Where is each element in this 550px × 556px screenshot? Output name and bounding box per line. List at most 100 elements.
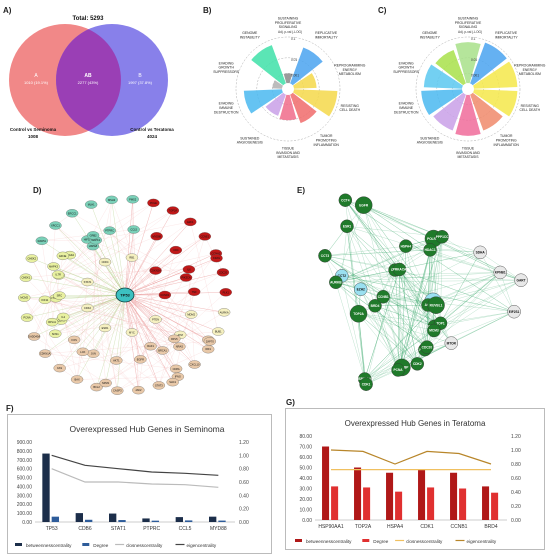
network-e-node[interactable]: CDC20 [420,340,434,354]
network-d-node[interactable]: IL2 [57,312,70,322]
network-d-node[interactable]: CDK2 [81,303,94,313]
network-e-node[interactable]: CCT3 [318,249,332,263]
network-d-node[interactable]: EIF4E [56,251,69,260]
network-e-node[interactable]: TOP2A [349,305,368,323]
network-e-edge [360,289,418,364]
network-d-node[interactable]: MDM2 [185,310,198,319]
network-d-node[interactable]: SRC [53,291,66,300]
network-d-node[interactable]: IL6 [182,265,196,274]
network-d-node[interactable]: BUB1 [212,327,225,336]
network-d-node[interactable]: RB1 [125,253,139,262]
network-d-node[interactable]: PTPRC [103,226,116,235]
network-e-node[interactable]: MTOR [444,336,458,350]
network-e-node[interactable]: PRKACA [393,262,407,277]
network-d-node[interactable]: MSH2 [105,195,118,204]
network-d-node[interactable]: JUN [87,349,100,358]
network-d-node[interactable]: CDC20 [216,268,230,277]
network-e-node[interactable]: CDK2 [410,357,425,371]
network-d-node[interactable]: AKT1 [110,356,123,365]
network-e-node[interactable]: AURKB [329,275,343,289]
network-d-node[interactable]: MYD88 [150,232,163,241]
network-d-node[interactable]: POLE [147,198,160,208]
network-d-node[interactable]: LCK [76,347,89,356]
network-d-node[interactable]: FOS [68,335,81,345]
network-d-node[interactable]: ERCC1 [65,209,79,218]
network-e-node[interactable]: EZH2 [354,282,368,296]
network-d-node[interactable]: BAX [70,375,84,384]
network-d-node[interactable]: IL7R [52,270,65,279]
network-d-node[interactable]: PCNA [20,313,34,322]
network-d-node[interactable]: FAS [53,363,66,373]
network-d-node[interactable]: CCNE1 [198,232,211,241]
network-d-node[interactable]: EGFR [134,355,147,364]
network-d-node[interactable]: PLK1 [219,288,232,297]
svg-text:CCT3: CCT3 [321,254,330,258]
network-d-node[interactable]: RAD51 [35,236,48,245]
network-d-node[interactable]: CDKN2A [149,266,162,275]
network-d-node[interactable]: ESR1 [98,323,112,333]
network-e-node[interactable]: PCNA [391,363,405,377]
network-d-node[interactable]: RPL11 [45,318,59,327]
network-e-node[interactable]: RUVBL1 [427,296,445,314]
network-d-node[interactable]: IRF1 [202,345,215,354]
network-d-node[interactable]: E2F1 [184,217,197,227]
network-d-node[interactable]: BRCA1 [156,346,169,355]
network-d-node[interactable]: MCM2 [18,293,31,302]
network-d-node[interactable]: PMS2 [126,195,139,204]
network-d-node[interactable]: CD8A [169,364,183,373]
network-d-node[interactable]: CDK4 [98,257,112,267]
network-d-node[interactable]: CD4 [169,245,182,255]
network-d-node[interactable]: BCL2 [90,382,103,392]
network-d-node[interactable]: GADD45A [27,332,40,341]
network-e-node[interactable]: BRD4 [368,299,382,313]
network-d-node[interactable]: CCND1 [158,290,172,300]
network-e-node[interactable]: HSPA4 [399,239,413,253]
network-d-node[interactable]: CHEK2 [25,254,38,263]
network-e-node[interactable]: CCNB1 [376,289,390,304]
network-e-node[interactable]: EGFR [355,196,373,214]
network-d-node[interactable]: MLH1 [84,200,98,209]
svg-text:JUN: JUN [91,352,96,356]
network-d-node[interactable]: STAT1 [81,277,94,287]
network-e-node[interactable]: KPNB1 [493,265,507,280]
network-d-node[interactable]: GRB2 [86,231,100,240]
svg-text:TP53: TP53 [120,293,130,298]
network-d-node[interactable]: MYC [125,328,139,337]
network-d-node[interactable]: JAK2 [132,386,145,395]
network-d-node[interactable]: STAT3 [152,381,166,390]
network-d-edge [87,281,195,365]
network-d-node[interactable]: CHEK1 [19,273,32,282]
chart-f-bar [85,519,93,522]
network-d-hub-node[interactable]: TP53 [115,287,135,303]
network-d-node[interactable]: PTEN [149,315,162,324]
network-d-node[interactable]: CXCL10 [188,360,201,369]
network-e-node[interactable]: HDAC1 [423,243,437,257]
network-d-node[interactable]: RAF1 [144,342,157,351]
network-e-node[interactable]: CCT4 [338,193,353,207]
network-d-node[interactable]: XRCC1 [49,221,62,230]
network-d-node[interactable]: MAPK3 [47,262,60,271]
network-d-node[interactable]: CCL5 [127,225,140,234]
network-e-node[interactable]: EIF2S1 [507,304,521,319]
network-e-node[interactable]: ESR1 [340,219,354,233]
network-e-node[interactable]: PPP1CC [435,230,450,244]
network-d-node[interactable]: TNF [188,287,201,296]
network-d-node[interactable]: KIF11 [38,295,52,304]
network-e-node[interactable]: CDK1 [359,377,373,391]
network-e-node[interactable]: MCM3 [427,323,441,338]
network-d-node[interactable]: NRAS [173,342,186,351]
network-d-node[interactable]: ZAP70 [203,337,216,346]
network-d-node[interactable]: SOS1 [49,329,62,338]
network-d-node[interactable]: TOP2A [166,206,180,215]
network-d-node[interactable]: CASP3 [111,386,124,395]
network-e-node[interactable]: SDHA [473,245,487,260]
network-d-node[interactable]: SHC1 [166,378,179,387]
chart-g-y-right-tick: 0.20 [511,504,521,510]
network-e-node[interactable]: GART [514,273,528,287]
network-d-node[interactable]: KRAS [210,254,223,263]
network-d-node[interactable]: PIK3CA [179,273,193,282]
network-d-node[interactable]: CDKN1A [39,349,52,358]
network-d-node[interactable]: NPM1 [99,378,112,388]
network-d-node[interactable]: RPL5 [168,334,181,343]
network-d-node[interactable]: AURKA [218,308,231,317]
